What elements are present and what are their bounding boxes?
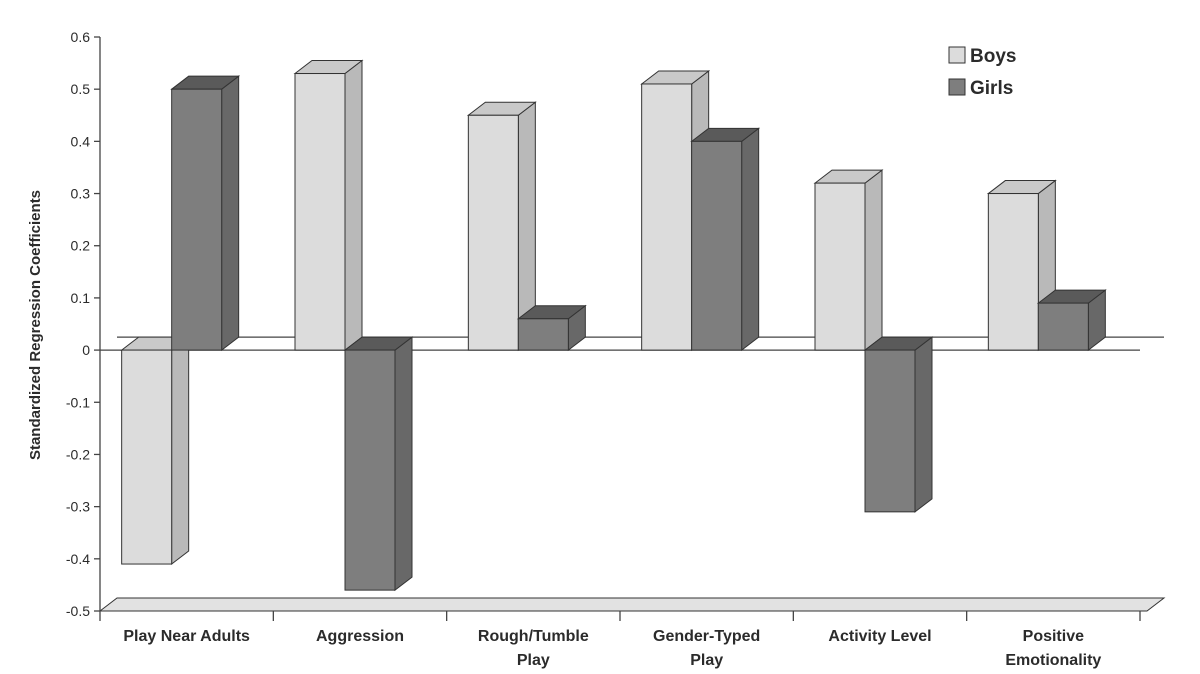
y-tick-label: 0 bbox=[82, 342, 90, 358]
bar-front bbox=[467, 114, 519, 351]
legend-label-girls: Girls bbox=[970, 78, 1013, 99]
y-tick-label: 0.1 bbox=[71, 290, 91, 306]
bar-boys-2 bbox=[466, 101, 537, 352]
category-label: Activity Level bbox=[828, 628, 931, 645]
bar-boys-4 bbox=[813, 169, 884, 352]
y-tick-label: -0.3 bbox=[66, 499, 90, 515]
bar-girls-3 bbox=[690, 127, 761, 352]
category-label: Play Near Adults bbox=[123, 628, 250, 645]
bar-front bbox=[517, 318, 569, 351]
category-label: Emotionality bbox=[1005, 652, 1101, 669]
bar-front bbox=[294, 73, 346, 351]
legend: Boys Girls bbox=[948, 46, 1016, 99]
y-tick-label: 0.4 bbox=[71, 133, 91, 149]
category-label: Positive bbox=[1023, 628, 1084, 645]
y-tick-label: -0.5 bbox=[66, 603, 90, 619]
bar-girls-0 bbox=[170, 75, 241, 352]
y-axis: 0.6 0.5 0.4 0.3 0.2 0.1 0 -0.1 -0.2 -0.3 -0.4 -0.5 bbox=[66, 29, 101, 619]
chart-floor bbox=[98, 597, 1166, 612]
legend-swatch-girls bbox=[948, 78, 966, 96]
bar-girls-1 bbox=[343, 336, 414, 592]
bar-front bbox=[121, 349, 173, 565]
y-tick-label: -0.2 bbox=[66, 446, 90, 462]
bar-side bbox=[344, 59, 363, 352]
bar-front bbox=[344, 349, 396, 591]
y-tick-label: -0.1 bbox=[66, 394, 90, 410]
bar-side bbox=[864, 169, 883, 352]
bar-side bbox=[171, 336, 190, 566]
bar-front bbox=[1037, 302, 1089, 351]
bar-boys-0 bbox=[120, 336, 191, 566]
category-label: Aggression bbox=[316, 628, 404, 645]
y-tick-label: 0.6 bbox=[71, 29, 91, 45]
bar-front bbox=[171, 88, 223, 351]
y-tick-label: 0.2 bbox=[71, 238, 91, 254]
bars-layer bbox=[120, 59, 1107, 592]
bar-front bbox=[814, 182, 866, 351]
legend-label-boys: Boys bbox=[970, 46, 1016, 67]
category-label: Play bbox=[517, 652, 550, 669]
bar-girls-2 bbox=[516, 304, 587, 352]
bar-side bbox=[221, 75, 240, 352]
bar-girls-4 bbox=[863, 336, 934, 513]
bar-front bbox=[987, 193, 1039, 351]
bar-front bbox=[641, 83, 693, 351]
bar-girls-5 bbox=[1036, 289, 1107, 352]
bar-side bbox=[741, 127, 760, 352]
y-tick-label: 0.3 bbox=[71, 186, 91, 202]
bar-front bbox=[691, 140, 743, 351]
y-tick-label: 0.5 bbox=[71, 81, 91, 97]
y-tick-label: -0.4 bbox=[66, 551, 90, 567]
floor-layer bbox=[98, 336, 1166, 612]
category-label: Gender-Typed bbox=[653, 628, 760, 645]
bar-boys-1 bbox=[293, 59, 364, 352]
bar-side bbox=[394, 336, 413, 592]
bar-side bbox=[914, 336, 933, 513]
category-label: Play bbox=[690, 652, 723, 669]
bar-front bbox=[864, 349, 916, 513]
category-labels: Play Near Adults Aggression Rough/Tumble Pl… bbox=[99, 611, 1141, 669]
legend-swatch-boys bbox=[948, 46, 966, 64]
category-label: Rough/Tumble bbox=[478, 628, 589, 645]
y-axis-title: Standardized Regression Coefficients bbox=[27, 190, 44, 460]
